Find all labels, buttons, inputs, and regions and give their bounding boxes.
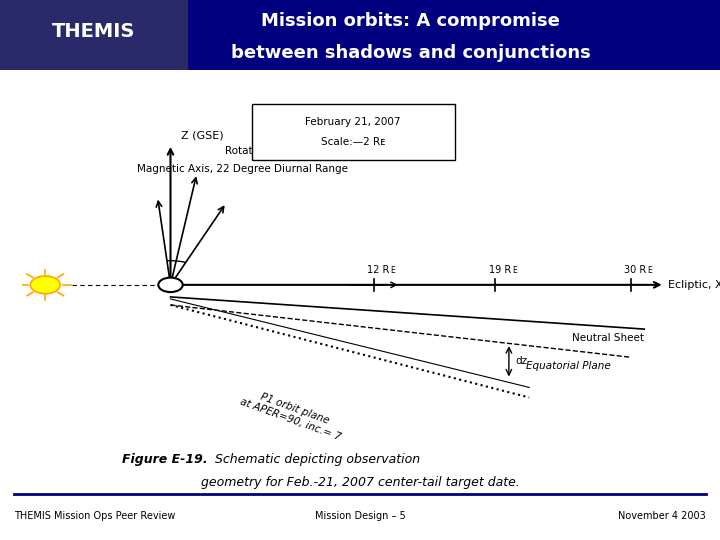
Text: THEMIS Mission Ops Peer Review: THEMIS Mission Ops Peer Review [14,511,176,521]
Text: between shadows and conjunctions: between shadows and conjunctions [230,44,590,62]
Text: Z (GSE): Z (GSE) [181,130,223,140]
Text: 19 R: 19 R [489,265,511,275]
Text: Ecliptic, X (GSE): Ecliptic, X (GSE) [668,280,720,290]
Bar [187,0,720,70]
Text: dz: dz [516,356,528,366]
Text: February 21, 2007: February 21, 2007 [305,117,401,127]
Text: E: E [648,266,652,275]
Text: E: E [390,266,395,275]
Text: Magnetic Axis, 22 Degree Diurnal Range: Magnetic Axis, 22 Degree Diurnal Range [137,164,348,174]
FancyBboxPatch shape [252,104,455,160]
Text: Figure E-19.: Figure E-19. [122,453,208,465]
Text: 30 R: 30 R [624,265,647,275]
Circle shape [30,276,60,294]
Text: November 4 2003: November 4 2003 [618,511,706,521]
Text: Mission orbits: A compromise: Mission orbits: A compromise [261,12,560,30]
Bar [0,0,187,70]
Text: Neutral Sheet: Neutral Sheet [572,333,644,343]
Text: Equatorial Plane: Equatorial Plane [526,361,611,372]
Text: Mission Design – 5: Mission Design – 5 [315,511,405,521]
Text: Rotational Axis of Earth, 8 degrees from Z: Rotational Axis of Earth, 8 degrees from… [225,146,444,156]
Text: geometry for Feb.-21, 2007 center-tail target date.: geometry for Feb.-21, 2007 center-tail t… [201,476,519,489]
Text: Scale:—2 Rᴇ: Scale:—2 Rᴇ [321,137,385,147]
Text: Schematic depicting observation: Schematic depicting observation [211,453,420,465]
Text: E: E [513,266,517,275]
Text: P1 orbit plane
at APER=90, inc.= 7: P1 orbit plane at APER=90, inc.= 7 [238,386,346,442]
Text: 12 R: 12 R [366,265,389,275]
Circle shape [158,278,183,292]
Text: THEMIS: THEMIS [52,22,135,41]
